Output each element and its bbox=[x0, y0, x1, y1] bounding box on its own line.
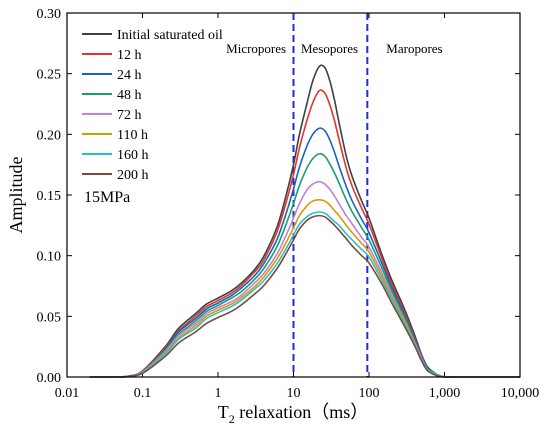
series-line bbox=[89, 211, 520, 378]
y-tick-label: 0.00 bbox=[37, 371, 62, 386]
x-tick-label: 10,000 bbox=[501, 386, 540, 401]
legend-label: 24 h bbox=[117, 68, 142, 83]
region-label: Mesopores bbox=[301, 41, 358, 56]
x-tick-label: 0.01 bbox=[55, 386, 80, 401]
y-tick-label: 0.05 bbox=[37, 310, 62, 325]
x-axis-title-rest: relaxation（ms） bbox=[235, 402, 368, 422]
plot-frame bbox=[66, 12, 521, 378]
series-line bbox=[89, 214, 520, 378]
series-line bbox=[89, 152, 520, 378]
x-axis-title: T2 relaxation（ms） bbox=[218, 402, 368, 426]
pressure-annotation: 15MPa bbox=[84, 189, 130, 206]
legend-label: 12 h bbox=[117, 48, 142, 63]
y-axis-title: Amplitude bbox=[6, 156, 26, 233]
legend: Initial saturated oil 12 h 24 h 48 h 72 h 110… bbox=[82, 28, 223, 183]
legend-label: 200 h bbox=[117, 168, 149, 183]
x-tick-label: 1,000 bbox=[429, 386, 461, 401]
y-tick-label: 0.20 bbox=[37, 128, 62, 143]
x-tick-label: 100 bbox=[359, 386, 380, 401]
region-label: Maropores bbox=[386, 41, 442, 56]
region-label: Micropores bbox=[226, 41, 286, 56]
series-line bbox=[89, 180, 520, 378]
region-labels: Micropores Mesopores Maropores bbox=[226, 41, 442, 56]
series-line bbox=[89, 64, 520, 378]
y-tick-label: 0.30 bbox=[37, 7, 62, 22]
x-tick-label: 1 bbox=[215, 386, 222, 401]
legend-label: 110 h bbox=[117, 128, 148, 143]
legend-label: 72 h bbox=[117, 108, 142, 123]
x-tick-label: 10 bbox=[287, 386, 301, 401]
series-lines bbox=[89, 64, 520, 378]
y-tick-label: 0.15 bbox=[37, 189, 62, 204]
x-tick-label: 0.1 bbox=[134, 386, 152, 401]
x-axis-title-subscript: 2 bbox=[229, 412, 235, 426]
y-tick-label: 0.25 bbox=[37, 68, 62, 83]
tick-labels: 0.01 0.1 1 10 100 1,000 10,000 0.00 0.05 0.10 0.15… bbox=[37, 7, 540, 401]
y-tick-label: 0.10 bbox=[37, 250, 62, 265]
legend-label: Initial saturated oil bbox=[117, 28, 223, 43]
legend-label: 160 h bbox=[117, 148, 149, 163]
series-line bbox=[89, 127, 520, 378]
pore-boundary-lines bbox=[292, 13, 369, 377]
x-axis-title-main: T bbox=[218, 402, 229, 422]
series-line bbox=[89, 199, 520, 378]
legend-label: 48 h bbox=[117, 88, 142, 103]
series-line bbox=[89, 89, 520, 378]
